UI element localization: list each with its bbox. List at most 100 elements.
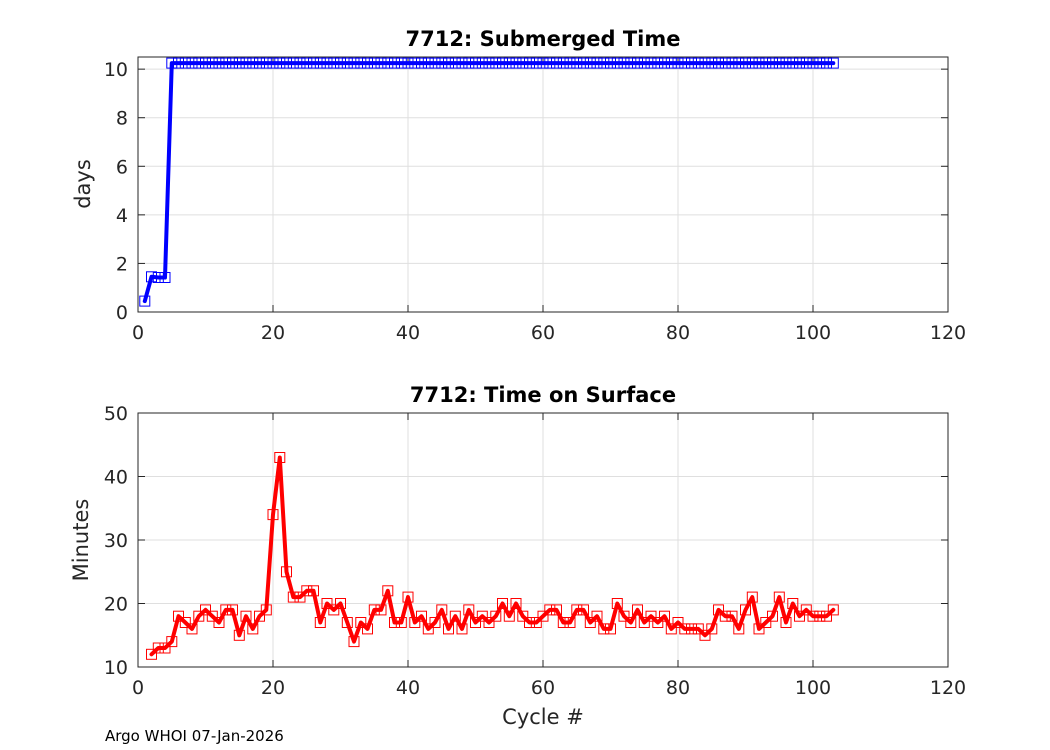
data-point-marker [321,598,333,609]
data-point-marker [591,610,603,622]
data-point-marker [652,617,664,628]
data-point-marker [557,617,569,628]
data-point-marker [638,617,650,628]
data-point-marker [179,617,191,628]
data-point-marker [152,642,164,654]
data-point-marker [564,617,576,628]
data-point-marker [821,610,832,622]
data-point-marker [780,57,792,69]
y-tick-label: 2 [116,253,128,275]
data-point-marker [348,636,360,648]
data-point-marker [254,57,265,69]
data-point-marker [807,57,819,69]
time-on-surface-title: 7712: Time on Surface [410,383,676,407]
data-point-marker [436,604,448,616]
data-point-marker [227,604,238,616]
data-point-marker [706,623,718,635]
data-point-marker [193,57,205,69]
data-point-marker [220,57,232,69]
data-point-marker [409,617,421,628]
y-tick-label: 40 [104,467,128,489]
data-point-marker [267,509,279,521]
x-tick-label: 120 [930,677,966,699]
data-point-marker [713,57,724,69]
data-point-marker [659,57,670,69]
data-point-marker [463,57,475,69]
data-point-marker [200,604,211,616]
data-point-marker [341,617,353,628]
data-point-marker [598,57,610,69]
data-point-marker [638,57,650,69]
data-point-marker [821,57,832,69]
data-point-marker [699,629,711,641]
data-point-marker [294,57,306,69]
data-point-marker [787,57,799,69]
x-tick-label: 80 [666,322,690,344]
data-point-marker [578,604,589,616]
data-point-marker [551,604,562,616]
data-point-marker [807,610,819,622]
data-point-marker [267,57,279,69]
data-point-marker [416,57,427,69]
data-point-marker [665,57,677,69]
data-point-marker [375,57,387,69]
series-line [149,455,836,657]
data-point-marker [368,57,380,69]
data-point-marker [179,57,191,69]
data-point-marker [753,623,765,635]
data-point-marker [814,57,826,69]
data-point-marker [449,610,461,622]
time-on-surface-panel: 7712: Time on Surface Minutes Cycle # 0 2… [69,383,966,729]
data-point-marker [213,617,225,628]
data-point-marker [692,57,704,69]
data-point-marker [341,57,353,69]
data-point-marker [827,604,839,616]
x-tick-label: 60 [531,322,555,344]
data-point-marker [733,623,745,635]
time-on-surface-ylabel: Minutes [69,499,93,582]
data-point-marker [409,57,421,69]
data-point-marker [476,57,488,69]
data-point-marker [362,57,373,69]
data-point-marker [611,598,623,609]
x-tick-label: 100 [795,677,831,699]
data-point-marker [719,57,731,69]
data-point-marker [375,604,387,616]
data-point-marker [159,272,171,283]
data-point-marker [146,648,157,660]
data-point-marker [794,57,805,69]
data-point-marker [503,610,515,622]
data-point-marker [355,57,367,69]
data-point-marker [247,623,259,635]
data-point-marker [402,591,414,603]
data-point-marker [814,610,826,622]
data-point-marker [206,610,218,622]
time-on-surface-xlabel: Cycle # [502,705,584,729]
data-point-marker [679,623,691,635]
x-tick-label: 120 [930,322,966,344]
data-point-marker [213,57,225,69]
data-point-marker [173,57,184,69]
data-point-marker [571,57,583,69]
data-point-marker [800,604,812,616]
data-point-marker [767,57,778,69]
data-point-marker [139,295,151,307]
data-point-marker [497,57,508,69]
data-point-marker [645,57,657,69]
data-point-marker [827,57,839,69]
data-point-marker [618,610,630,622]
x-tick-label: 20 [261,677,285,699]
data-point-marker [456,623,468,635]
data-point-marker [625,617,637,628]
data-point-marker [308,585,319,597]
data-point-marker [166,57,178,69]
data-point-marker [699,57,711,69]
data-point-marker [530,57,542,69]
data-point-marker [719,610,731,622]
data-point-marker [260,57,272,69]
y-tick-label: 0 [116,302,128,324]
submerged-time-title: 7712: Submerged Time [405,27,680,51]
data-point-marker [308,57,319,69]
data-point-marker [537,610,549,622]
